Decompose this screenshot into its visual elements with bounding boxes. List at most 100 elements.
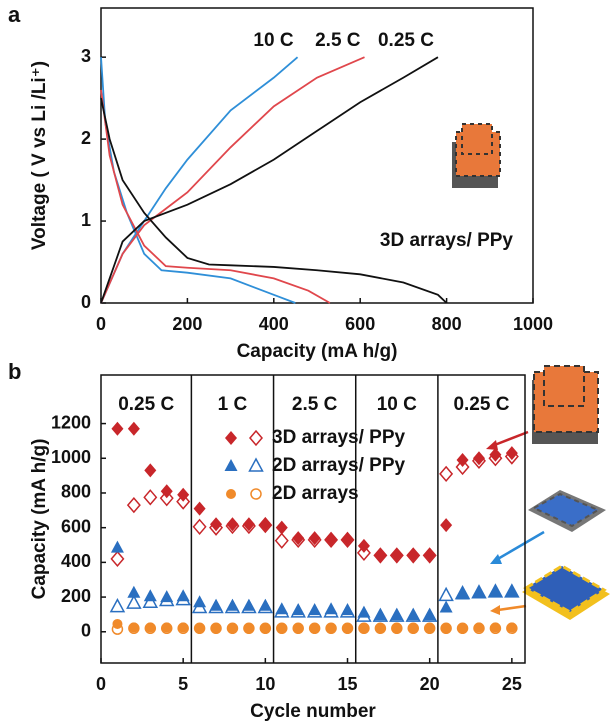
marker bbox=[275, 602, 288, 614]
marker bbox=[144, 463, 156, 477]
marker bbox=[160, 590, 173, 602]
legend-marker bbox=[225, 431, 237, 445]
icon-3d-arrays-a bbox=[452, 124, 500, 188]
marker bbox=[111, 422, 123, 436]
series-label: 0.25 C bbox=[378, 30, 434, 51]
marker bbox=[162, 622, 172, 632]
marker bbox=[440, 467, 452, 481]
y-tick-label: 1000 bbox=[51, 447, 91, 467]
marker bbox=[259, 517, 271, 531]
marker bbox=[440, 588, 453, 600]
region-label: 2.5 C bbox=[292, 394, 338, 415]
y-tick-label: 200 bbox=[61, 586, 91, 606]
y-axis-label: Capacity (mA h/g) bbox=[29, 439, 50, 600]
x-tick-label: 0 bbox=[96, 674, 106, 694]
x-axis-label: Cycle number bbox=[250, 701, 376, 722]
marker bbox=[276, 521, 288, 535]
panel-label: b bbox=[8, 359, 21, 384]
marker bbox=[129, 622, 139, 632]
marker bbox=[505, 585, 518, 597]
region-label: 10 C bbox=[377, 394, 417, 415]
marker bbox=[326, 623, 336, 633]
marker bbox=[392, 623, 402, 633]
marker bbox=[359, 623, 369, 633]
y-tick-label: 400 bbox=[61, 551, 91, 571]
x-tick-label: 800 bbox=[432, 314, 462, 334]
marker bbox=[489, 585, 502, 597]
marker bbox=[178, 622, 188, 632]
marker bbox=[390, 608, 403, 620]
marker bbox=[325, 532, 337, 546]
marker bbox=[210, 599, 223, 611]
marker bbox=[195, 623, 205, 633]
marker bbox=[342, 532, 354, 546]
plot-frame bbox=[101, 375, 525, 663]
y-tick-label: 3 bbox=[81, 46, 91, 66]
x-tick-label: 10 bbox=[255, 674, 275, 694]
legend-marker bbox=[250, 431, 262, 445]
x-tick-label: 25 bbox=[502, 674, 522, 694]
region-label: 1 C bbox=[218, 394, 248, 415]
marker bbox=[425, 623, 435, 633]
x-tick-label: 5 bbox=[178, 674, 188, 694]
series-label: 10 C bbox=[253, 30, 293, 51]
marker bbox=[112, 619, 122, 629]
marker bbox=[490, 622, 500, 632]
marker bbox=[292, 603, 305, 615]
x-tick-label: 400 bbox=[259, 314, 289, 334]
marker bbox=[260, 623, 270, 633]
marker bbox=[474, 622, 484, 632]
x-tick-label: 20 bbox=[420, 674, 440, 694]
marker bbox=[408, 623, 418, 633]
marker bbox=[407, 608, 420, 620]
marker bbox=[343, 623, 353, 633]
region-label: 0.25 C bbox=[118, 394, 174, 415]
marker bbox=[375, 623, 385, 633]
marker bbox=[227, 623, 237, 633]
icon-2d-ppy bbox=[528, 490, 606, 532]
marker bbox=[391, 548, 403, 562]
marker bbox=[177, 589, 190, 601]
marker bbox=[472, 586, 485, 598]
marker bbox=[194, 502, 206, 516]
marker bbox=[145, 622, 155, 632]
y-tick-label: 0 bbox=[81, 292, 91, 312]
curve bbox=[101, 57, 447, 303]
marker bbox=[211, 623, 221, 633]
y-tick-label: 1200 bbox=[51, 412, 91, 432]
marker bbox=[407, 548, 419, 562]
marker bbox=[325, 602, 338, 614]
x-tick-label: 15 bbox=[337, 674, 357, 694]
marker bbox=[308, 603, 321, 615]
x-tick-label: 600 bbox=[345, 314, 375, 334]
marker bbox=[226, 599, 239, 611]
marker bbox=[144, 589, 157, 601]
marker bbox=[293, 623, 303, 633]
legend-marker bbox=[226, 489, 236, 499]
y-axis-label: Voltage ( V vs Li /Li⁺) bbox=[29, 61, 50, 250]
y-tick-label: 1 bbox=[81, 210, 91, 230]
x-tick-label: 1000 bbox=[513, 314, 553, 334]
y-tick-label: 600 bbox=[61, 516, 91, 536]
marker bbox=[357, 606, 370, 618]
annotation: 3D arrays/ PPy bbox=[380, 230, 514, 251]
marker bbox=[440, 518, 452, 532]
marker bbox=[374, 608, 387, 620]
marker bbox=[277, 623, 287, 633]
y-tick-label: 0 bbox=[81, 621, 91, 641]
marker bbox=[276, 534, 288, 548]
legend-label: 3D arrays/ PPy bbox=[272, 427, 406, 448]
legend-label: 2D arrays bbox=[272, 483, 359, 504]
marker bbox=[111, 552, 123, 566]
marker bbox=[194, 520, 206, 534]
marker bbox=[259, 599, 272, 611]
marker bbox=[310, 623, 320, 633]
x-axis-label: Capacity (mA h/g) bbox=[237, 341, 398, 362]
legend-marker bbox=[250, 459, 263, 471]
icon-2d-arrays bbox=[522, 566, 610, 620]
y-tick-label: 800 bbox=[61, 482, 91, 502]
marker bbox=[144, 490, 156, 504]
marker bbox=[127, 586, 140, 598]
legend-label: 2D arrays/ PPy bbox=[272, 455, 406, 476]
icon-3d-arrays-b bbox=[532, 366, 598, 444]
